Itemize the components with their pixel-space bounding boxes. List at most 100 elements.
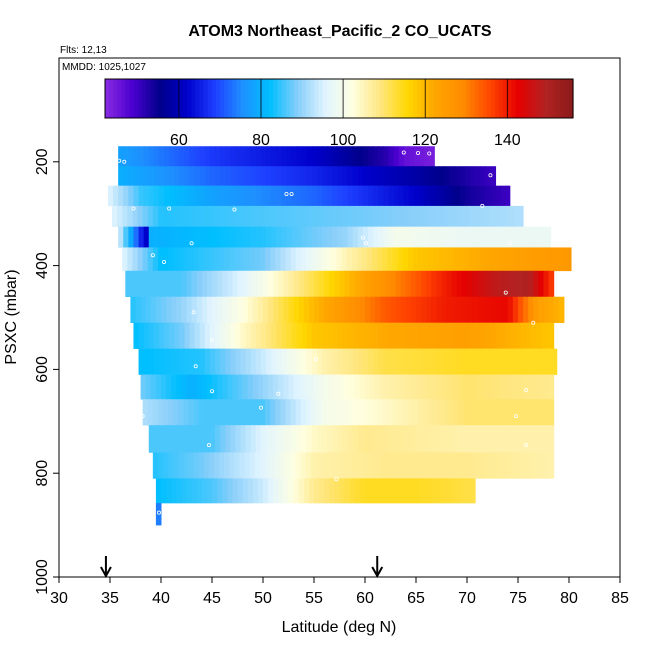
heatmap-cell bbox=[275, 399, 281, 426]
colorbar-segment bbox=[367, 79, 373, 118]
heatmap-cell bbox=[174, 425, 180, 453]
heatmap-cell bbox=[403, 166, 410, 186]
heatmap-cell bbox=[558, 296, 565, 323]
heatmap-cell bbox=[520, 399, 526, 426]
sample-point bbox=[209, 389, 214, 394]
heatmap-cell bbox=[403, 146, 410, 167]
heatmap-cell bbox=[301, 226, 308, 248]
heatmap-cell bbox=[470, 166, 476, 186]
heatmap-cell bbox=[510, 226, 517, 248]
heatmap-cell bbox=[145, 296, 152, 323]
x-tick-label: 45 bbox=[203, 590, 221, 607]
heatmap-cell bbox=[475, 348, 481, 375]
heatmap-cell bbox=[314, 478, 320, 504]
heatmap-cell bbox=[480, 226, 486, 248]
heatmap-cell bbox=[337, 226, 344, 248]
heatmap-cell bbox=[232, 374, 238, 400]
heatmap-cell bbox=[308, 478, 315, 504]
heatmap-cell bbox=[311, 226, 318, 248]
heatmap-cell bbox=[128, 146, 134, 167]
colorbar-segment bbox=[478, 79, 484, 118]
heatmap-cell bbox=[125, 270, 131, 298]
heatmap-cell bbox=[530, 452, 536, 479]
heatmap-cell bbox=[199, 348, 206, 375]
heatmap-cell bbox=[421, 296, 427, 323]
heatmap-cell bbox=[367, 399, 373, 426]
heatmap-cell bbox=[133, 185, 140, 207]
heatmap-cell bbox=[383, 348, 389, 375]
heatmap-cell bbox=[260, 226, 267, 248]
heatmap-cell bbox=[188, 452, 195, 479]
x-tick-label: 70 bbox=[458, 590, 476, 607]
heatmap-cell bbox=[540, 452, 547, 479]
heatmap-cell bbox=[482, 270, 488, 298]
heatmap-cell bbox=[174, 185, 180, 207]
heatmap-cell bbox=[199, 322, 206, 349]
heatmap-cell bbox=[176, 270, 182, 298]
heatmap-cell bbox=[257, 478, 264, 504]
heatmap-cell bbox=[541, 425, 548, 453]
x-tick-label: 40 bbox=[152, 590, 170, 607]
heatmap-cell bbox=[388, 348, 395, 375]
heatmap-cell bbox=[459, 185, 466, 207]
heatmap-cell bbox=[525, 247, 531, 272]
colorbar-segment bbox=[462, 79, 467, 118]
heatmap-cell bbox=[536, 322, 542, 349]
heatmap-cell bbox=[326, 399, 332, 426]
heatmap-cell bbox=[456, 270, 463, 298]
heatmap-cell bbox=[166, 478, 172, 504]
heatmap-cell bbox=[117, 205, 123, 227]
heatmap-cell bbox=[135, 270, 142, 298]
heatmap-cell bbox=[291, 185, 298, 207]
heatmap-cell bbox=[291, 425, 298, 453]
heatmap-cell bbox=[449, 166, 456, 186]
heatmap-cell bbox=[469, 399, 475, 426]
colorbar-segment bbox=[371, 79, 377, 118]
heatmap-cell bbox=[472, 478, 476, 504]
heatmap-cell bbox=[260, 146, 267, 167]
heatmap-cell bbox=[311, 348, 318, 375]
sample-point bbox=[524, 388, 529, 393]
heatmap-cell bbox=[479, 247, 485, 272]
heatmap-cell bbox=[179, 146, 185, 167]
heatmap-cell bbox=[551, 425, 555, 453]
heatmap-cell bbox=[459, 226, 466, 248]
heatmap-cell bbox=[303, 478, 310, 504]
heatmap-cell bbox=[344, 270, 351, 298]
heatmap-cell bbox=[470, 185, 476, 207]
heatmap-cell bbox=[388, 226, 395, 248]
heatmap-cell bbox=[157, 399, 164, 426]
colorbar-segment bbox=[548, 79, 554, 118]
heatmap-cell bbox=[301, 348, 308, 375]
heatmap-cell bbox=[235, 348, 242, 375]
heatmap-cell bbox=[247, 270, 254, 298]
heatmap-cell bbox=[155, 270, 162, 298]
heatmap-cell bbox=[169, 348, 175, 375]
heatmap-cell bbox=[512, 374, 519, 400]
heatmap-cell bbox=[339, 270, 346, 298]
sample-point bbox=[167, 206, 172, 211]
heatmap-cell bbox=[300, 452, 307, 479]
heatmap-cell bbox=[410, 478, 417, 504]
latitude-markers bbox=[100, 556, 384, 579]
heatmap-cell bbox=[324, 374, 330, 400]
heatmap-cell bbox=[380, 374, 386, 400]
heatmap-cell bbox=[408, 348, 415, 375]
sample-point bbox=[314, 357, 319, 362]
heatmap-cell bbox=[148, 348, 155, 375]
heatmap-cell bbox=[152, 452, 159, 479]
heatmap-cell bbox=[327, 226, 333, 248]
heatmap-cell bbox=[390, 374, 397, 400]
colorbar-segment bbox=[568, 79, 574, 118]
heatmap-cell bbox=[311, 185, 318, 207]
heatmap-cell bbox=[260, 348, 267, 375]
heatmap-cell bbox=[395, 296, 402, 323]
heatmap-cell bbox=[361, 452, 368, 479]
heatmap-cell bbox=[186, 296, 193, 323]
heatmap-cell bbox=[291, 146, 298, 167]
heatmap-cell bbox=[178, 399, 184, 426]
heatmap-cell bbox=[225, 146, 231, 167]
latitude-marker-arrowhead bbox=[371, 566, 384, 579]
heatmap-cell bbox=[206, 270, 213, 298]
heatmap-cell bbox=[244, 247, 251, 272]
